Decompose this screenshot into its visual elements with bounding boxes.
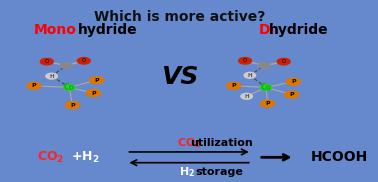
Text: Mono: Mono [34, 23, 76, 37]
Circle shape [27, 82, 41, 89]
Circle shape [64, 84, 75, 90]
Text: $\mathregular{CO_2}$: $\mathregular{CO_2}$ [177, 136, 201, 150]
Circle shape [77, 58, 90, 64]
Circle shape [241, 93, 253, 99]
Text: H: H [49, 74, 54, 79]
Text: $\mathregular{CO_2}$: $\mathregular{CO_2}$ [37, 150, 64, 165]
Text: $\mathregular{+ H_2}$: $\mathregular{+ H_2}$ [71, 150, 99, 165]
Circle shape [46, 73, 57, 79]
Text: hydride: hydride [78, 23, 138, 37]
Text: Di: Di [259, 23, 275, 37]
Text: Which is more active?: Which is more active? [94, 10, 266, 24]
Circle shape [260, 84, 272, 90]
Text: Co: Co [260, 83, 271, 92]
Circle shape [227, 82, 241, 89]
Text: P: P [32, 83, 36, 88]
Circle shape [277, 58, 290, 65]
Text: P: P [265, 101, 270, 106]
Text: P: P [291, 79, 296, 84]
Circle shape [259, 63, 270, 69]
Text: utilization: utilization [190, 138, 253, 148]
Circle shape [86, 90, 101, 97]
Text: P: P [290, 92, 294, 97]
Text: P: P [91, 91, 96, 96]
Circle shape [40, 58, 53, 65]
Text: hydride: hydride [269, 23, 328, 37]
Circle shape [90, 77, 104, 84]
Text: O: O [82, 58, 86, 63]
Text: Co: Co [64, 83, 75, 92]
Circle shape [244, 72, 256, 78]
Circle shape [260, 100, 275, 107]
Text: P: P [231, 83, 236, 88]
Text: $\mathregular{H_2}$: $\mathregular{H_2}$ [179, 165, 195, 179]
Text: H: H [248, 73, 252, 78]
Circle shape [285, 91, 299, 98]
Circle shape [286, 78, 301, 85]
Text: O: O [282, 59, 286, 64]
Circle shape [239, 58, 251, 64]
Text: VS: VS [161, 65, 199, 89]
Text: P: P [70, 103, 75, 108]
Text: O: O [243, 58, 247, 63]
Text: H: H [244, 94, 249, 99]
Text: storage: storage [195, 167, 243, 177]
Text: HCOOH: HCOOH [311, 150, 368, 164]
Circle shape [65, 102, 80, 109]
Text: O: O [45, 59, 49, 64]
Text: P: P [94, 78, 99, 83]
Circle shape [60, 63, 72, 69]
